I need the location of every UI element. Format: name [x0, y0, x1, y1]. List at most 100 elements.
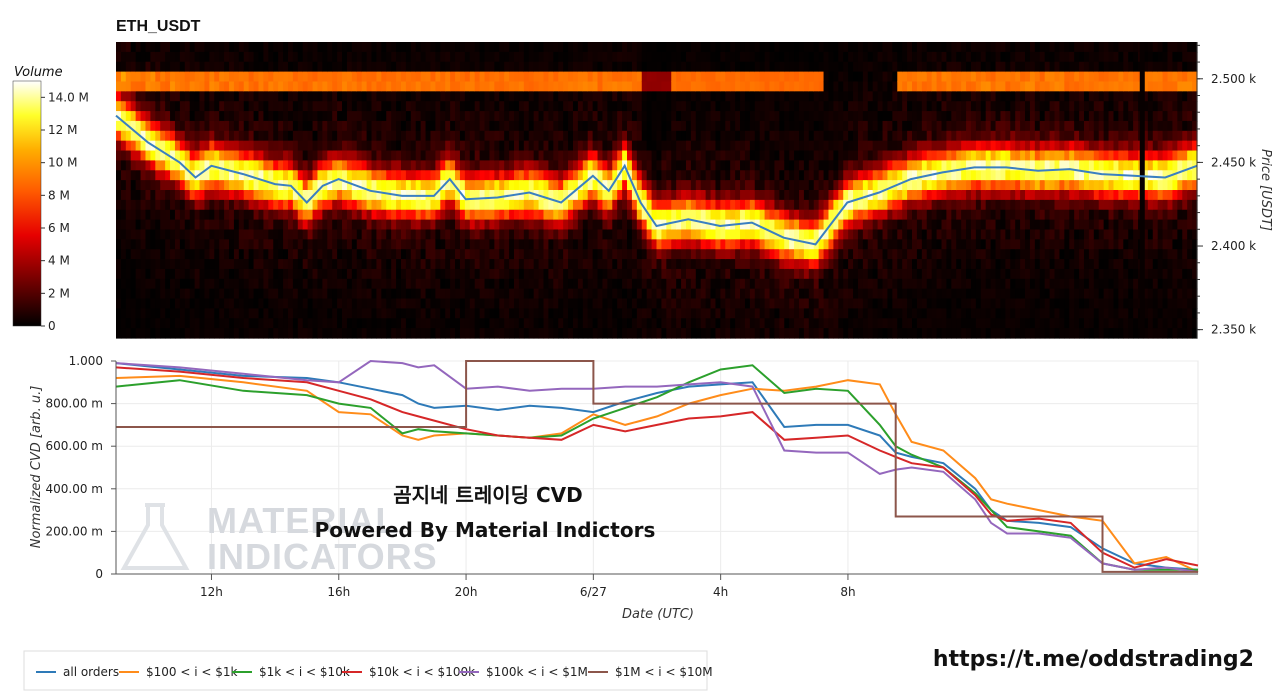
heatmap-cell [828, 91, 834, 102]
heatmap-cell [400, 219, 407, 231]
heatmap-cell [371, 298, 378, 309]
heatmap-cell [553, 298, 559, 309]
heatmap-cell [907, 259, 913, 270]
heatmap-cell [455, 268, 461, 280]
heatmap-cell [474, 51, 481, 63]
heatmap-cell [410, 308, 417, 319]
heatmap-cell [199, 111, 206, 122]
heatmap-cell [509, 81, 515, 92]
heatmap-cell [292, 170, 299, 181]
heatmap-cell [184, 239, 191, 250]
heatmap-cell [582, 308, 589, 319]
heatmap-cell [450, 42, 456, 53]
heatmap-cell [533, 288, 540, 300]
heatmap-cell [764, 150, 771, 161]
heatmap-cell [892, 219, 898, 231]
heatmap-cell [553, 120, 559, 132]
heatmap-cell [617, 229, 623, 240]
heatmap-cell [568, 91, 574, 102]
heatmap-cell [376, 61, 382, 73]
heatmap-cell [283, 288, 289, 300]
heatmap-cell [238, 180, 245, 191]
heatmap-cell [838, 318, 844, 329]
heatmap-cell [710, 209, 717, 221]
heatmap-cell [125, 150, 132, 161]
heatmap-cell [464, 42, 471, 53]
heatmap-cell [887, 101, 893, 112]
heatmap-cell [170, 140, 176, 152]
heatmap-cell [400, 288, 407, 300]
heatmap-cell [651, 140, 658, 152]
heatmap-cell [548, 81, 554, 92]
heatmap-cell [155, 288, 161, 300]
heatmap-cell [912, 140, 918, 152]
heatmap-cell [695, 170, 702, 181]
heatmap-cell [720, 278, 726, 290]
heatmap-cell [479, 199, 486, 211]
heatmap-cell [921, 219, 928, 231]
heatmap-cell [661, 268, 667, 280]
heatmap-cell [646, 91, 653, 102]
heatmap-cell [587, 219, 594, 231]
heatmap-cell [518, 278, 525, 290]
heatmap-cell [209, 308, 215, 319]
heatmap-cell [391, 199, 397, 211]
heatmap-cell [273, 298, 279, 309]
heatmap-cell [302, 219, 309, 231]
heatmap-cell [327, 278, 333, 290]
heatmap-cell [194, 288, 201, 300]
heatmap-cell [332, 150, 338, 161]
heatmap-cell [160, 288, 166, 300]
heatmap-cell [209, 91, 215, 102]
heatmap-cell [238, 318, 245, 329]
heatmap-cell [420, 51, 427, 63]
heatmap-cell [764, 51, 771, 63]
heatmap-cell [332, 199, 338, 211]
heatmap-cell [170, 219, 176, 231]
heatmap-cell [533, 130, 540, 142]
heatmap-cell [484, 278, 491, 290]
heatmap-cell [803, 61, 810, 73]
heatmap-cell [263, 288, 269, 300]
heatmap-cell [921, 229, 928, 240]
heatmap-cell [553, 288, 559, 300]
heatmap-cell [455, 140, 461, 152]
heatmap-cell [681, 229, 687, 240]
heatmap-cell [543, 130, 549, 142]
heatmap-cell [720, 190, 726, 201]
heatmap-cell [376, 199, 382, 211]
heatmap-cell [337, 259, 343, 270]
heatmap-cell [396, 288, 402, 300]
heatmap-cell [155, 278, 161, 290]
heatmap-cell [312, 249, 319, 260]
heatmap-cell [582, 190, 589, 201]
heatmap-cell [479, 111, 486, 122]
heatmap-cell [430, 278, 436, 290]
heatmap-cell [538, 111, 545, 122]
heatmap-cell [735, 130, 741, 142]
heatmap-cell [612, 318, 618, 329]
heatmap-cell [617, 259, 623, 270]
heatmap-cell [774, 239, 780, 250]
heatmap-cell [317, 120, 323, 132]
heatmap-cell [489, 328, 495, 339]
heatmap-cell [857, 259, 864, 270]
heatmap-cell [160, 101, 166, 112]
heatmap-cell [243, 190, 250, 201]
heatmap-cell [582, 111, 589, 122]
heatmap-cell [646, 120, 653, 132]
heatmap-cell [499, 308, 505, 319]
heatmap-cell [661, 229, 667, 240]
heatmap-cell [877, 51, 884, 63]
heatmap-cell [174, 150, 181, 161]
heatmap-cell [749, 229, 756, 240]
heatmap-cell [145, 150, 151, 161]
heatmap-cell [248, 180, 255, 191]
heatmap-cell [838, 298, 844, 309]
heatmap-cell [705, 91, 712, 102]
heatmap-cell [926, 328, 933, 339]
heatmap-cell [823, 229, 830, 240]
heatmap-cell [179, 170, 186, 181]
heatmap-cell [504, 288, 510, 300]
heatmap-cell [194, 298, 201, 309]
